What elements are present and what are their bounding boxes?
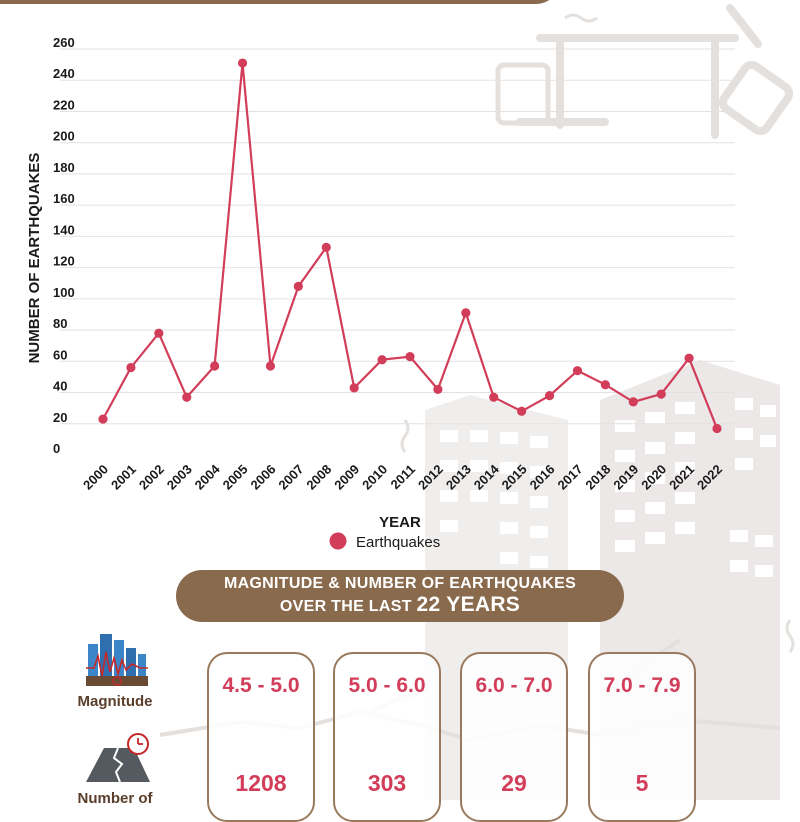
x-tick-label: 2015 <box>499 462 530 493</box>
earthquake-count: 1208 <box>235 770 287 796</box>
x-tick-label: 2021 <box>666 462 697 493</box>
y-tick-label: 60 <box>53 347 67 362</box>
y-tick-label: 140 <box>53 222 75 237</box>
x-tick-label: 2004 <box>192 461 224 493</box>
y-tick-label: 100 <box>53 285 75 300</box>
data-point-2008 <box>321 242 331 252</box>
data-point-2001 <box>126 362 136 373</box>
x-tick-label: 2000 <box>80 462 111 493</box>
y-tick-label: 260 <box>53 35 75 50</box>
data-point-2002 <box>154 328 164 338</box>
number-label: Number of <box>77 790 153 807</box>
y-tick-label: 80 <box>53 316 67 331</box>
x-tick-label: 2012 <box>415 462 446 493</box>
data-point-2000 <box>98 414 108 424</box>
data-point-2019 <box>628 397 638 407</box>
x-tick-label: 2020 <box>638 462 669 493</box>
summary-banner: MAGNITUDE & NUMBER OF EARTHQUAKES OVER T… <box>176 570 624 622</box>
x-tick-label: 2019 <box>610 462 641 493</box>
data-point-2014 <box>489 392 499 402</box>
data-point-2021 <box>684 353 694 363</box>
top-decor-bar <box>0 0 560 4</box>
data-point-2004 <box>210 361 220 371</box>
x-tick-label: 2014 <box>471 461 503 493</box>
x-tick-label: 2001 <box>108 462 139 493</box>
magnitude-card: 5.0 - 6.0 303 <box>333 652 441 822</box>
x-tick-label: 2009 <box>331 462 362 493</box>
x-tick-label: 2003 <box>164 462 195 493</box>
data-point-2006 <box>265 361 276 371</box>
data-point-2007 <box>293 281 303 291</box>
data-point-2013 <box>461 308 471 318</box>
line-chart: 0 20 40 60 80 100 120 140 160 180 200 220 240 260 200… <box>26 35 735 551</box>
data-point-2015 <box>517 406 527 416</box>
banner-line2: OVER THE LAST 22 YEARS <box>280 593 520 617</box>
x-tick-label: 2010 <box>359 462 390 493</box>
magnitude-card: 7.0 - 7.9 5 <box>588 652 696 822</box>
data-point-2012 <box>433 384 443 395</box>
magnitude-card: 6.0 - 7.0 29 <box>460 652 568 822</box>
series-line-earthquakes <box>102 62 719 429</box>
legend-label: Earthquakes <box>356 534 440 551</box>
cracked-road-clock-icon <box>86 733 150 783</box>
seismograph-city-icon <box>86 634 148 686</box>
x-tick-label: 2008 <box>303 462 334 493</box>
legend-marker <box>329 532 347 550</box>
x-tick-label: 2006 <box>248 462 279 493</box>
x-tick-label: 2011 <box>388 462 419 493</box>
x-tick-label: 2002 <box>136 462 167 493</box>
banner-years: 22 YEARS <box>416 593 521 617</box>
data-point-2016 <box>544 391 555 401</box>
y-tick-label: 120 <box>53 254 75 269</box>
data-point-2010 <box>377 355 387 365</box>
chart-grid <box>60 48 735 425</box>
magnitude-range: 6.0 - 7.0 <box>475 674 553 697</box>
y-tick-label: 180 <box>53 160 75 175</box>
magnitude-range: 4.5 - 5.0 <box>222 674 300 697</box>
data-point-2017 <box>572 366 583 376</box>
y-tick-label: 40 <box>53 379 67 394</box>
y-tick-label: 240 <box>53 66 75 81</box>
banner-line1: MAGNITUDE & NUMBER OF EARTHQUAKES <box>223 574 577 592</box>
data-point-2011 <box>405 352 415 362</box>
magnitude-label: Magnitude <box>77 693 153 710</box>
data-point-2020 <box>656 389 666 399</box>
x-tick-label: 2016 <box>527 462 558 493</box>
data-point-2009 <box>349 383 359 393</box>
earthquake-count: 5 <box>635 770 649 796</box>
y-tick-label: 220 <box>53 97 75 112</box>
banner-line2-prefix: OVER THE LAST <box>279 598 412 616</box>
magnitude-card: 4.5 - 5.0 1208 <box>207 652 315 822</box>
data-point-2022 <box>712 423 722 434</box>
data-point-2018 <box>600 380 610 390</box>
y-axis-label: NUMBER OF EARTHQUAKES <box>26 153 43 364</box>
earthquake-count: 303 <box>367 770 407 796</box>
x-tick-label: 2007 <box>275 462 306 493</box>
y-axis-ticks: 0 20 40 60 80 100 120 140 160 180 200 220 240 260 <box>53 35 75 456</box>
x-axis-label: YEAR <box>379 514 421 531</box>
magnitude-range: 5.0 - 6.0 <box>348 674 426 697</box>
x-tick-label: 2013 <box>443 462 474 493</box>
shake-lines <box>400 13 795 653</box>
x-tick-label: 2005 <box>220 462 251 493</box>
x-tick-label: 2017 <box>555 462 586 493</box>
data-point-2003 <box>182 392 192 402</box>
x-tick-label: 2022 <box>694 462 725 493</box>
data-point-2005 <box>237 58 248 68</box>
x-axis-ticks: 2000200120022003200420052006200720082009… <box>80 461 725 493</box>
x-tick-label: 2018 <box>582 462 613 493</box>
y-tick-label: 160 <box>53 191 75 206</box>
magnitude-range: 7.0 - 7.9 <box>603 674 681 697</box>
y-tick-label: 0 <box>53 441 60 456</box>
y-tick-label: 200 <box>53 129 75 144</box>
earthquake-count: 29 <box>501 770 527 796</box>
y-tick-label: 20 <box>53 410 67 425</box>
data-points <box>98 58 722 434</box>
